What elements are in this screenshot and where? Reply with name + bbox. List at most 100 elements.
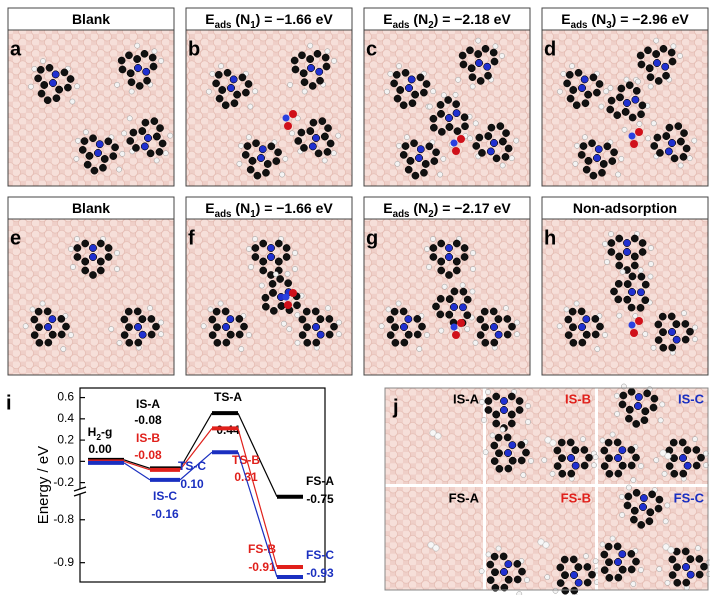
nitrogen-atom (628, 288, 636, 296)
carbon-atom (253, 171, 262, 180)
hydrogen-atom (621, 126, 628, 133)
carbon-atom (420, 88, 428, 97)
nitrogen-atom (483, 62, 492, 71)
carbon-atom (492, 392, 501, 401)
hydrogen-atom (301, 88, 308, 95)
carbon-atom (553, 462, 562, 470)
carbon-atom (425, 142, 434, 151)
subscript: 1 (250, 209, 256, 220)
nitrogen-atom (475, 59, 483, 67)
carbon-atom (679, 469, 688, 478)
carbon-atom (558, 454, 566, 463)
carbon-atom (518, 567, 526, 576)
carbon-atom (589, 73, 598, 82)
hydrogen-atom (692, 324, 698, 331)
oxygen-atom (457, 135, 465, 143)
hydrogen-atom (635, 78, 641, 85)
carbon-atom (481, 338, 490, 347)
panel-letter: j (392, 396, 399, 418)
hydrogen-atom (619, 512, 625, 518)
carbon-atom (463, 295, 472, 304)
hydrogen-atom (499, 162, 506, 169)
hydrogen-atom (134, 42, 141, 49)
carbon-atom (120, 315, 129, 324)
hydrogen-atom (209, 71, 216, 77)
carbon-atom (659, 328, 667, 337)
nitrogen-atom (504, 560, 513, 568)
carbon-atom (126, 69, 135, 78)
hydrogen-atom (151, 48, 158, 55)
carbon-atom (233, 90, 241, 99)
oxygen-atom (457, 319, 465, 327)
oxygen-atom (630, 140, 638, 148)
hydrogen-atom (281, 320, 287, 327)
nitrogen-atom (614, 454, 622, 462)
hydrogen-atom (335, 132, 342, 139)
nitrogen-atom (582, 315, 591, 323)
nitrogen-atom (640, 494, 648, 502)
nitrogen-atom (222, 323, 230, 331)
carbon-atom (452, 266, 461, 275)
hydrogen-atom (582, 134, 588, 141)
carbon-atom (636, 51, 645, 60)
value-label: -0.75 (306, 492, 334, 506)
carbon-atom (628, 272, 637, 281)
carbon-atom (117, 56, 126, 65)
hydrogen-atom (650, 120, 657, 127)
oxygen-atom (284, 122, 292, 130)
hydrogen-atom (238, 346, 245, 352)
hydrogen-atom (416, 346, 423, 352)
carbon-atom (569, 338, 578, 347)
hydrogen-atom (294, 312, 301, 318)
panel-title: Non-adsorption (573, 200, 677, 216)
structure-panel (185, 7, 353, 187)
carbon-atom (404, 330, 413, 339)
carbon-atom (641, 296, 650, 305)
hydrogen-atom (441, 283, 448, 290)
carbon-atom (284, 279, 292, 287)
nitrogen-atom (578, 84, 586, 92)
panel-frame (7, 196, 175, 376)
nitrogen-atom (661, 62, 670, 71)
nitrogen-atom (618, 550, 627, 558)
carbon-atom (243, 142, 252, 150)
hydrogen-atom (592, 454, 599, 461)
carbon-atom (640, 416, 649, 425)
carbon-atom (614, 573, 623, 582)
carbon-atom (681, 547, 690, 556)
nitrogen-atom (407, 75, 416, 84)
carbon-atom (638, 239, 647, 247)
carbon-atom (584, 90, 592, 99)
carbon-atom (650, 394, 659, 403)
panel-letter: f (188, 227, 195, 249)
panel-title: Blank (72, 11, 110, 27)
carbon-atom (208, 331, 217, 339)
hydrogen-atom (598, 103, 605, 110)
carbon-atom (461, 122, 469, 131)
carbon-atom (104, 137, 113, 146)
nitrogen-atom (623, 248, 631, 256)
carbon-atom (153, 132, 161, 141)
carbon-atom (630, 261, 639, 270)
carbon-atom (600, 446, 609, 455)
nitrogen-atom (634, 402, 642, 410)
hydrogen-atom (650, 344, 657, 351)
hydrogen-atom (426, 103, 433, 110)
carbon-atom (411, 90, 419, 99)
state-label: IS-C (153, 489, 177, 503)
carbon-atom (484, 397, 493, 405)
carbon-atom (399, 307, 408, 316)
carbon-atom (282, 253, 291, 261)
carbon-atom (393, 94, 402, 103)
hydrogen-atom (528, 458, 534, 464)
carbon-atom (330, 322, 338, 331)
hydrogen-atom (691, 137, 698, 144)
hydrogen-atom (167, 132, 174, 139)
carbon-atom (600, 550, 609, 559)
nitrogen-atom (312, 323, 320, 331)
connector (179, 412, 213, 469)
carbon-atom (653, 133, 662, 142)
snapshots-frame (384, 387, 709, 591)
carbon-atom (645, 517, 654, 526)
carbon-atom (503, 315, 512, 323)
